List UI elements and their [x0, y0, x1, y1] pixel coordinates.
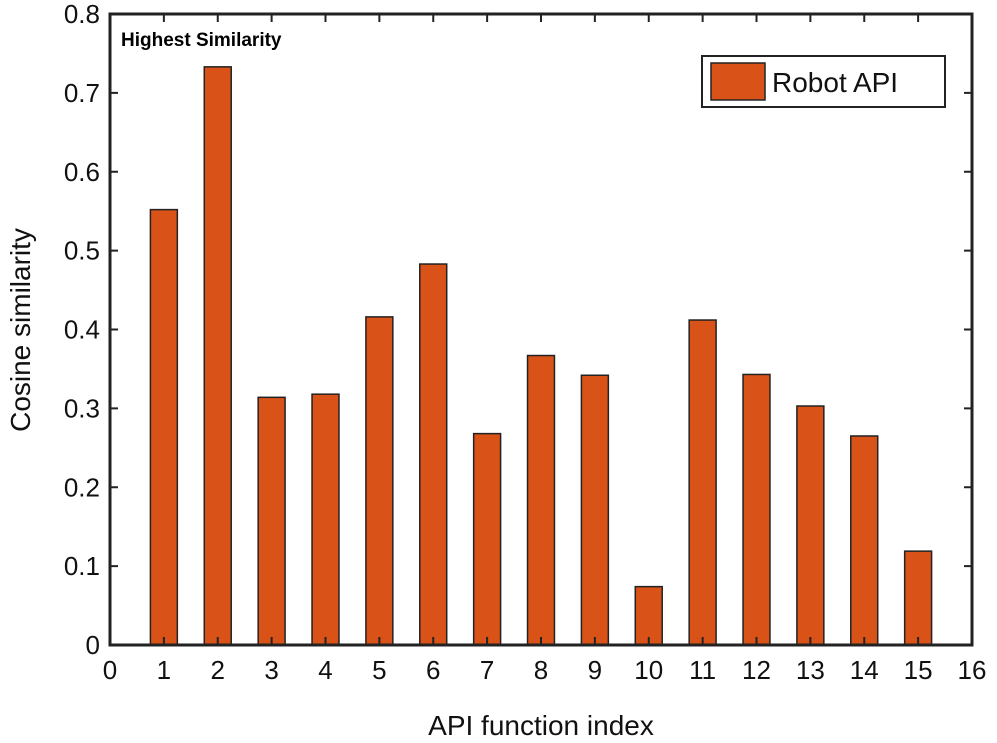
- bar-11: [688, 319, 717, 646]
- y-tick-label: 0.5: [64, 236, 100, 266]
- bar-9: [580, 374, 610, 646]
- x-tick-label: 14: [850, 655, 879, 685]
- bar-6: [419, 263, 448, 646]
- bar-1: [149, 208, 179, 646]
- bar-5: [365, 316, 394, 646]
- bar-13: [796, 405, 825, 646]
- x-axis-title: API function index: [428, 710, 654, 741]
- legend-label: Robot API: [772, 67, 898, 98]
- x-tick-label: 8: [534, 655, 548, 685]
- x-tick-label: 1: [157, 655, 171, 685]
- bars-layer: [149, 66, 933, 646]
- annotation-text: Highest Similarity: [121, 30, 282, 51]
- x-tick-label: 16: [958, 655, 987, 685]
- y-ticks: 0 0.1 0.2 0.3 0.4 0.5 0.6 0.7 0.8: [64, 0, 972, 660]
- legend-swatch: [710, 62, 766, 101]
- y-tick-label: 0: [86, 630, 100, 660]
- y-tick-label: 0.7: [64, 78, 100, 108]
- x-tick-label: 10: [634, 655, 663, 685]
- y-tick-label: 0.8: [64, 0, 100, 29]
- x-tick-label: 3: [264, 655, 278, 685]
- x-tick-label: 15: [904, 655, 933, 685]
- y-tick-label: 0.4: [64, 315, 100, 345]
- x-tick-label: 13: [796, 655, 825, 685]
- bar-10: [634, 585, 663, 646]
- x-tick-label: 9: [588, 655, 602, 685]
- bar-8: [526, 354, 556, 646]
- x-tick-label: 6: [426, 655, 440, 685]
- y-tick-label: 0.3: [64, 393, 100, 423]
- x-ticks: 0 1 2 3 4 5 6 7 8 9 10 11 12 13 14 15 16: [103, 14, 987, 685]
- bar-14: [850, 435, 879, 646]
- plot-frame: [108, 12, 974, 647]
- y-tick-label: 0.6: [64, 157, 100, 187]
- bar-12: [742, 373, 771, 646]
- x-tick-label: 5: [372, 655, 386, 685]
- x-tick-label: 11: [689, 655, 716, 685]
- bar-4: [311, 393, 340, 646]
- y-axis-title: Cosine similarity: [5, 228, 36, 432]
- y-tick-label: 0.2: [64, 472, 100, 502]
- x-tick-label: 7: [480, 655, 494, 685]
- bar-15: [903, 550, 933, 646]
- y-tick-label: 0.1: [64, 551, 100, 581]
- x-tick-label: 0: [103, 655, 117, 685]
- legend: Robot API: [701, 55, 946, 108]
- x-tick-label: 2: [211, 655, 225, 685]
- bar-7: [472, 432, 502, 646]
- bar-3: [257, 396, 286, 646]
- x-tick-label: 4: [318, 655, 332, 685]
- bar-2: [203, 66, 232, 646]
- x-tick-label: 12: [742, 655, 771, 685]
